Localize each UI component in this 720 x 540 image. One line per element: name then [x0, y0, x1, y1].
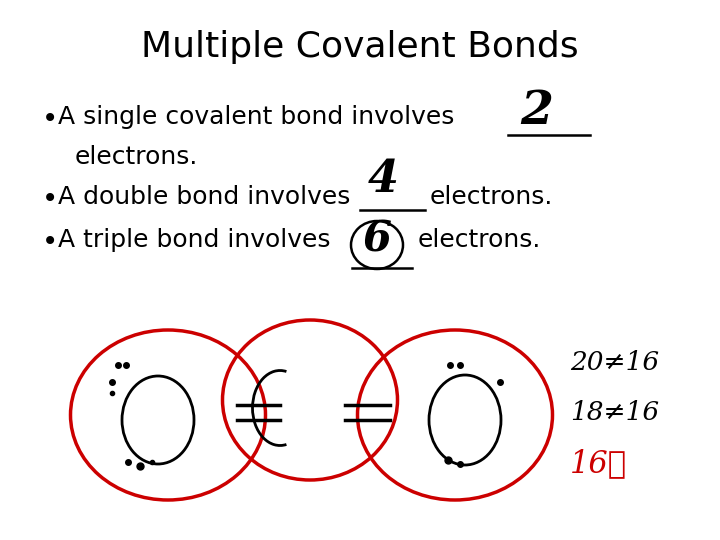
Text: A double bond involves: A double bond involves — [58, 185, 351, 209]
Text: 2: 2 — [520, 88, 553, 134]
Text: 4: 4 — [367, 158, 398, 201]
Text: 16✓: 16✓ — [570, 448, 627, 479]
Text: electrons.: electrons. — [430, 185, 554, 209]
Text: •: • — [42, 185, 58, 213]
Text: A triple bond involves: A triple bond involves — [58, 228, 330, 252]
Text: electrons.: electrons. — [418, 228, 541, 252]
Text: 6: 6 — [362, 218, 392, 260]
Text: 20≠16: 20≠16 — [570, 350, 659, 375]
Text: 18≠16: 18≠16 — [570, 400, 659, 425]
Text: Multiple Covalent Bonds: Multiple Covalent Bonds — [141, 30, 579, 64]
Text: •: • — [42, 228, 58, 256]
Text: electrons.: electrons. — [75, 145, 199, 169]
Text: •: • — [42, 105, 58, 133]
Text: A single covalent bond involves: A single covalent bond involves — [58, 105, 454, 129]
